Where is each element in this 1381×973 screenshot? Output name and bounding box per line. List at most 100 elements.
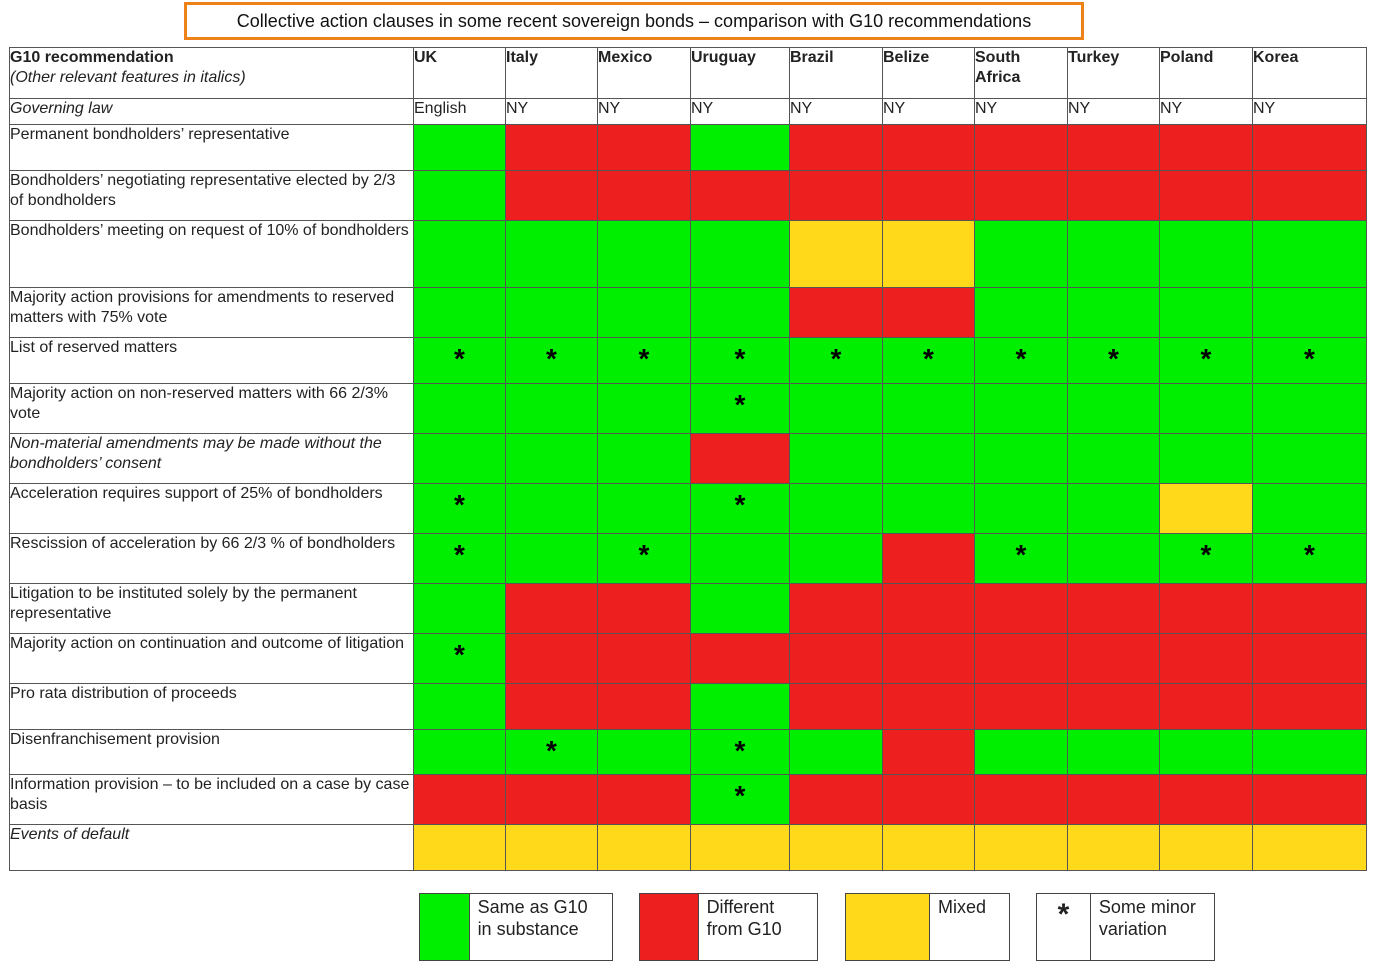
status-cell bbox=[1159, 774, 1253, 825]
status-cell bbox=[882, 774, 975, 825]
status-cell bbox=[974, 583, 1068, 634]
table-row: Information provision – to be included o… bbox=[9, 774, 1367, 825]
legend-mixed: Mixed bbox=[845, 893, 1010, 961]
legend-mixed-label: Mixed bbox=[938, 897, 987, 917]
table-row: List of reserved matters * * * * * * * * * * bbox=[9, 337, 1367, 384]
legend-different: Different from G10 bbox=[639, 893, 818, 961]
status-cell bbox=[1067, 383, 1160, 434]
table-row: Bondholders’ negotiating representative … bbox=[9, 170, 1367, 221]
status-cell bbox=[505, 583, 598, 634]
status-cell bbox=[974, 774, 1068, 825]
status-cell bbox=[505, 383, 598, 434]
status-cell bbox=[1067, 774, 1160, 825]
status-cell bbox=[882, 483, 975, 534]
status-cell bbox=[1067, 633, 1160, 684]
status-cell bbox=[690, 824, 790, 871]
status-cell: * bbox=[597, 337, 691, 384]
status-cell bbox=[789, 483, 883, 534]
minor-variation-icon: * bbox=[1200, 539, 1212, 570]
status-cell bbox=[1067, 824, 1160, 871]
status-cell: * bbox=[413, 633, 506, 684]
status-cell bbox=[789, 774, 883, 825]
legend-minor-label: Some minor variation bbox=[1098, 897, 1196, 939]
table-row: Majority action provisions for amendment… bbox=[9, 287, 1367, 338]
header-country: UK bbox=[413, 47, 506, 99]
status-cell bbox=[505, 287, 598, 338]
header-country: Turkey bbox=[1067, 47, 1160, 99]
row-label: Majority action provisions for amendment… bbox=[9, 287, 414, 338]
status-cell bbox=[1159, 633, 1253, 684]
status-cell bbox=[505, 170, 598, 221]
status-cell: * bbox=[974, 337, 1068, 384]
status-cell bbox=[413, 383, 506, 434]
minor-variation-icon: * bbox=[638, 539, 650, 570]
status-cell bbox=[690, 583, 790, 634]
status-cell bbox=[1159, 170, 1253, 221]
status-cell bbox=[882, 287, 975, 338]
status-cell bbox=[789, 383, 883, 434]
status-cell bbox=[1252, 287, 1367, 338]
governing-law-value: NY bbox=[690, 98, 790, 125]
status-cell bbox=[1252, 433, 1367, 484]
minor-variation-icon: * bbox=[454, 539, 465, 570]
status-cell bbox=[597, 483, 691, 534]
status-cell bbox=[882, 533, 975, 584]
status-cell bbox=[597, 287, 691, 338]
status-cell bbox=[1252, 774, 1367, 825]
status-cell: * bbox=[505, 729, 598, 775]
status-cell bbox=[1159, 483, 1253, 534]
status-cell: * bbox=[690, 337, 790, 384]
table-row: Pro rata distribution of proceeds bbox=[9, 683, 1367, 730]
minor-variation-icon: * bbox=[734, 343, 746, 374]
table-row: Events of default bbox=[9, 824, 1367, 871]
status-cell bbox=[690, 683, 790, 730]
status-cell bbox=[597, 683, 691, 730]
status-cell bbox=[1159, 220, 1253, 288]
status-cell bbox=[1067, 683, 1160, 730]
status-cell bbox=[413, 124, 506, 171]
status-cell: * bbox=[690, 774, 790, 825]
minor-variation-icon: * bbox=[1200, 343, 1212, 374]
status-cell bbox=[690, 287, 790, 338]
status-cell bbox=[1252, 729, 1367, 775]
status-cell bbox=[1067, 287, 1160, 338]
governing-law-label: Governing law bbox=[9, 98, 414, 125]
status-cell bbox=[690, 124, 790, 171]
minor-variation-icon: * bbox=[454, 639, 465, 670]
status-cell bbox=[974, 383, 1068, 434]
minor-variation-icon: * bbox=[734, 489, 746, 520]
status-cell bbox=[974, 729, 1068, 775]
status-cell bbox=[597, 824, 691, 871]
status-cell bbox=[1067, 433, 1160, 484]
minor-variation-icon: * bbox=[454, 489, 465, 520]
status-cell bbox=[1252, 124, 1367, 171]
status-cell bbox=[882, 433, 975, 484]
header-country: Uruguay bbox=[690, 47, 790, 99]
table-row: Permanent bondholders’ representative bbox=[9, 124, 1367, 171]
status-cell bbox=[882, 383, 975, 434]
status-cell: * bbox=[413, 483, 506, 534]
minor-variation-icon: * bbox=[546, 343, 557, 374]
status-cell bbox=[1067, 533, 1160, 584]
table-row: Acceleration requires support of 25% of … bbox=[9, 483, 1367, 534]
status-cell bbox=[789, 824, 883, 871]
status-cell bbox=[974, 287, 1068, 338]
status-cell bbox=[1252, 483, 1367, 534]
status-cell bbox=[789, 583, 883, 634]
table-title: Collective action clauses in some recent… bbox=[184, 2, 1084, 40]
minor-variation-icon: * bbox=[830, 343, 842, 374]
table-title-text: Collective action clauses in some recent… bbox=[236, 10, 1032, 31]
minor-variation-icon: * bbox=[1304, 539, 1315, 570]
table-row: Non-material amendments may be made with… bbox=[9, 433, 1367, 484]
status-cell bbox=[505, 483, 598, 534]
governing-law-value: NY bbox=[597, 98, 691, 125]
status-cell bbox=[597, 583, 691, 634]
comparison-table: G10 recommendation (Other relevant featu… bbox=[9, 47, 1367, 871]
status-cell bbox=[882, 124, 975, 171]
status-cell bbox=[597, 220, 691, 288]
status-cell bbox=[1067, 729, 1160, 775]
status-cell bbox=[789, 287, 883, 338]
status-cell bbox=[1159, 383, 1253, 434]
minor-variation-icon: * bbox=[923, 343, 934, 374]
governing-law-value: NY bbox=[1159, 98, 1253, 125]
